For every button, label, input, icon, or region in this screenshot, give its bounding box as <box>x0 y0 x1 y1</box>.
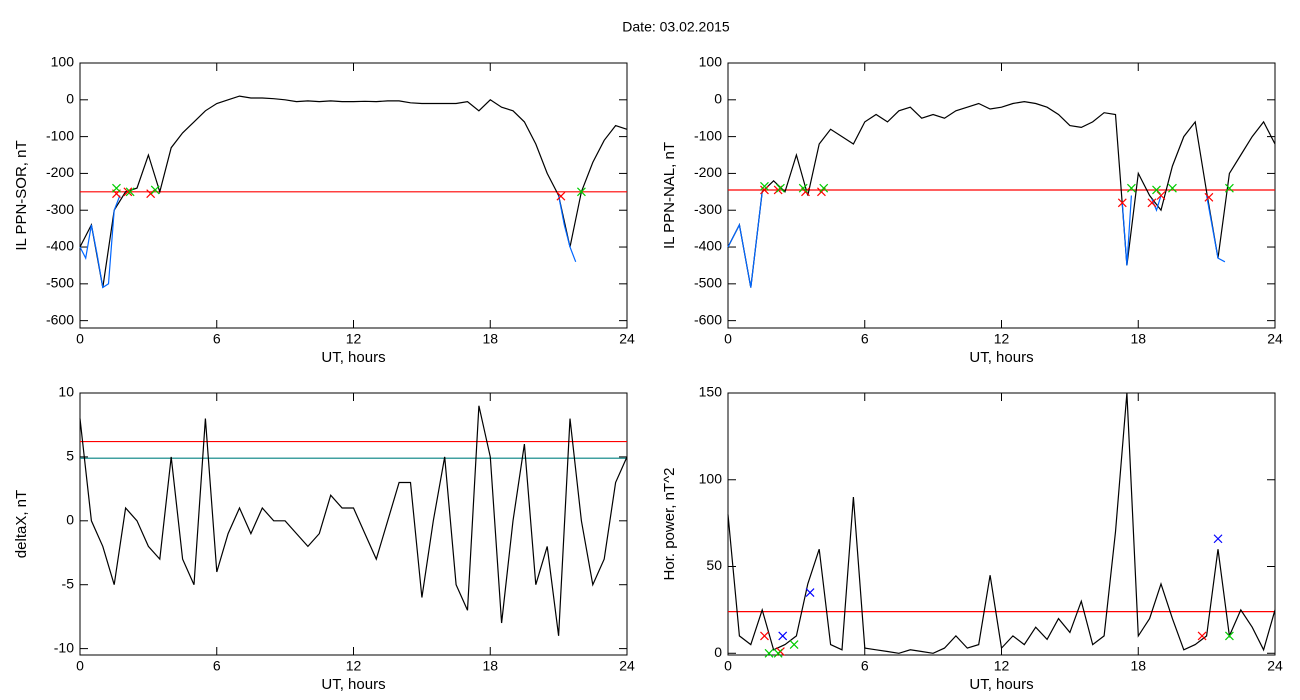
x-tick-label: 18 <box>482 331 498 347</box>
x-tick-label: 12 <box>994 658 1010 674</box>
y-tick-label: -400 <box>46 238 74 254</box>
cross-marker <box>778 631 788 641</box>
data-line <box>79 195 577 289</box>
cross-marker <box>1204 192 1214 202</box>
cross-marker <box>760 185 769 195</box>
cross-marker <box>789 640 799 650</box>
figure-title: Date: 03.02.2015 <box>622 19 730 35</box>
y-tick-label: 0 <box>66 91 74 107</box>
cross-marker <box>819 183 829 193</box>
cross-marker <box>123 187 133 197</box>
y-tick-label: -10 <box>54 639 74 655</box>
plot-frame <box>727 392 1276 656</box>
x-tick-label: 24 <box>1267 331 1283 347</box>
y-tick-label: -500 <box>694 275 722 291</box>
cross-marker <box>556 191 566 201</box>
x-tick-label: 12 <box>346 331 362 347</box>
y-tick-label: 0 <box>66 512 74 528</box>
y-tick-label: -300 <box>46 201 74 217</box>
y-tick-label: -200 <box>694 164 722 180</box>
x-tick-label: 6 <box>213 658 221 674</box>
x-tick-label: 18 <box>1130 658 1146 674</box>
x-tick-label: 0 <box>76 331 84 347</box>
cross-marker <box>775 183 785 193</box>
data-line <box>727 392 1276 654</box>
y-tick-label: -500 <box>46 275 74 291</box>
x-tick-label: 6 <box>861 331 869 347</box>
plot-frame <box>727 62 1276 329</box>
y-tick-label: 10 <box>58 384 74 400</box>
cross-marker <box>1168 183 1177 193</box>
x-axis-label: UT, hours <box>321 349 385 366</box>
data-line <box>79 95 628 288</box>
cross-marker <box>1156 191 1166 200</box>
plot-frame <box>79 392 628 656</box>
y-axis-label: IL PPN-SOR, nT <box>13 140 30 250</box>
cross-marker <box>760 181 769 191</box>
cross-marker <box>764 648 774 658</box>
y-tick-label: -400 <box>694 238 722 254</box>
y-tick-label: -100 <box>46 127 74 143</box>
y-tick-label: -100 <box>694 127 722 143</box>
cross-marker <box>150 185 160 195</box>
plot-frame <box>79 62 628 329</box>
y-tick-label: -300 <box>694 201 722 217</box>
data-line <box>727 100 1276 288</box>
y-tick-label: -600 <box>46 311 74 327</box>
cross-marker <box>1117 198 1127 208</box>
cross-marker <box>112 183 121 193</box>
x-tick-label: 0 <box>724 658 732 674</box>
x-tick-label: 6 <box>861 658 869 674</box>
cross-marker <box>576 187 586 197</box>
cross-marker <box>125 187 135 197</box>
y-tick-label: 150 <box>699 384 723 400</box>
x-tick-label: 0 <box>724 331 732 347</box>
cross-marker <box>1224 183 1234 193</box>
x-axis-label: UT, hours <box>969 676 1033 693</box>
cross-marker <box>1224 631 1234 641</box>
y-axis-label: IL PPN-NAL, nT <box>661 142 678 249</box>
cross-marker <box>798 183 808 193</box>
y-tick-label: 0 <box>714 644 722 660</box>
cross-marker <box>760 631 769 641</box>
y-tick-label: -200 <box>46 164 74 180</box>
cross-marker <box>146 189 156 199</box>
cross-marker <box>805 588 815 597</box>
y-tick-label: 100 <box>699 470 723 486</box>
x-tick-label: 24 <box>1267 658 1283 674</box>
y-tick-label: 5 <box>66 448 74 464</box>
y-tick-label: -5 <box>62 575 75 591</box>
cross-marker <box>1147 198 1157 208</box>
cross-marker <box>1213 534 1223 544</box>
cross-marker <box>773 648 783 658</box>
y-tick-label: 100 <box>51 54 75 70</box>
x-axis-label: UT, hours <box>321 676 385 693</box>
y-tick-label: 100 <box>699 54 723 70</box>
y-tick-label: 50 <box>706 557 722 573</box>
x-tick-label: 12 <box>346 658 362 674</box>
y-tick-label: 0 <box>714 91 722 107</box>
cross-marker <box>1152 185 1161 195</box>
y-axis-label: deltaX, nT <box>13 490 30 558</box>
cross-marker <box>1126 183 1136 193</box>
x-tick-label: 6 <box>213 331 221 347</box>
x-tick-label: 0 <box>76 658 84 674</box>
x-tick-label: 24 <box>619 658 635 674</box>
y-tick-label: -600 <box>694 311 722 327</box>
x-axis-label: UT, hours <box>969 349 1033 366</box>
cross-marker <box>1197 631 1207 641</box>
y-axis-label: Hor. power, nT^2 <box>661 468 678 581</box>
x-tick-label: 12 <box>994 331 1010 347</box>
data-line <box>79 405 628 636</box>
x-tick-label: 18 <box>482 658 498 674</box>
x-tick-label: 18 <box>1130 331 1146 347</box>
data-line <box>727 191 1226 288</box>
x-tick-label: 24 <box>619 331 635 347</box>
